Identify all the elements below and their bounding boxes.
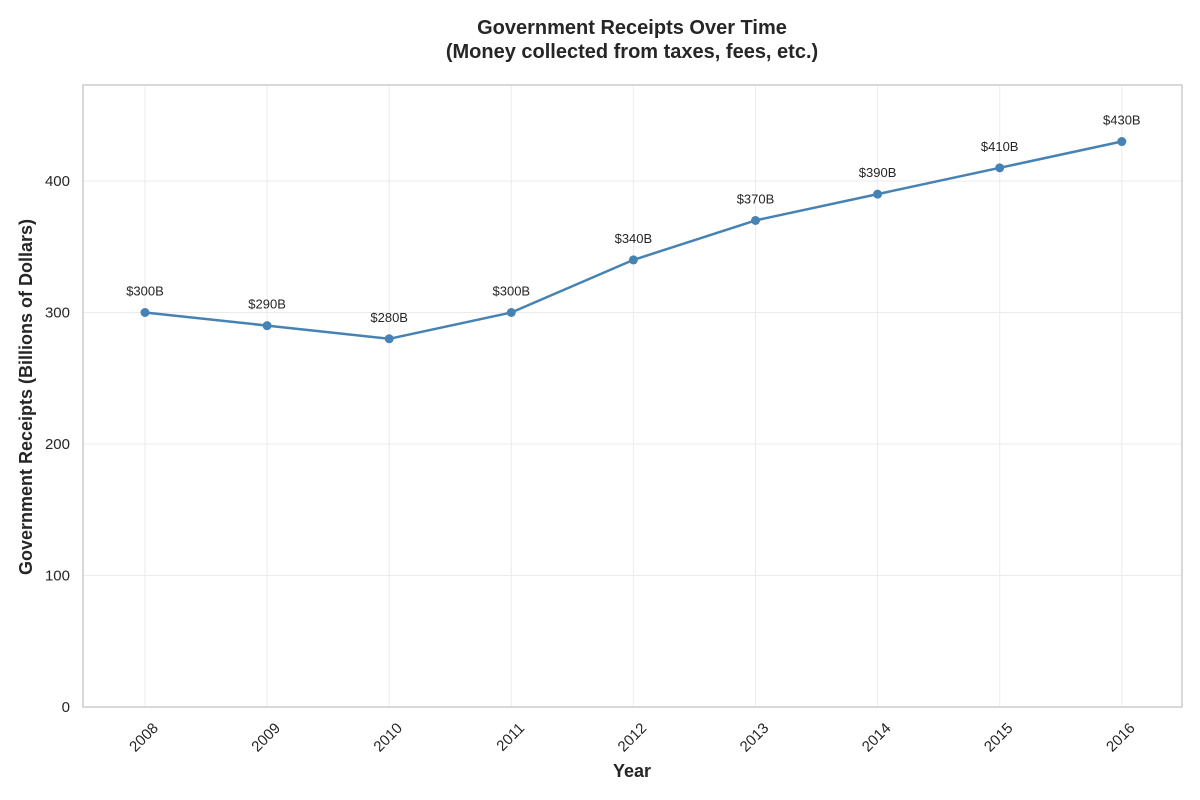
x-tick-label: 2008 bbox=[126, 720, 162, 756]
data-label: $410B bbox=[981, 139, 1019, 154]
chart-subtitle: (Money collected from taxes, fees, etc.) bbox=[446, 41, 818, 63]
x-axis-ticks: 2008 2009 2010 2011 2012 2013 2014 2015 2016 bbox=[126, 720, 1138, 756]
data-label: $340B bbox=[615, 231, 653, 246]
data-point bbox=[995, 163, 1005, 173]
grid-lines bbox=[83, 85, 1182, 707]
data-points bbox=[140, 137, 1127, 344]
y-tick-label: 200 bbox=[45, 436, 70, 453]
data-label: $300B bbox=[493, 283, 531, 298]
x-axis-label: Year bbox=[613, 761, 651, 781]
data-point bbox=[1117, 137, 1127, 147]
x-tick-label: 2011 bbox=[493, 720, 528, 755]
data-label: $390B bbox=[859, 165, 897, 180]
data-point bbox=[140, 307, 150, 317]
x-tick-label: 2015 bbox=[981, 720, 1017, 756]
plot-frame bbox=[82, 84, 1183, 708]
x-tick-label: 2016 bbox=[1103, 720, 1139, 756]
y-tick-label: 300 bbox=[45, 304, 70, 321]
data-point bbox=[384, 334, 394, 344]
data-point bbox=[628, 255, 638, 265]
y-axis-ticks: 0 100 200 300 400 bbox=[45, 173, 70, 716]
data-label: $430B bbox=[1103, 113, 1141, 128]
y-tick-label: 100 bbox=[45, 567, 70, 584]
data-label: $290B bbox=[248, 297, 286, 312]
x-tick-label: 2014 bbox=[859, 720, 895, 756]
y-axis-label: Government Receipts (Billions of Dollars… bbox=[16, 219, 36, 575]
x-tick-label: 2010 bbox=[370, 720, 406, 756]
data-label: $300B bbox=[126, 283, 164, 298]
y-tick-label: 0 bbox=[62, 699, 70, 716]
data-label: $280B bbox=[370, 310, 408, 325]
x-tick-label: 2012 bbox=[615, 720, 651, 756]
x-tick-label: 2009 bbox=[248, 720, 284, 756]
chart-title: Government Receipts Over Time bbox=[477, 17, 787, 39]
x-tick-label: 2013 bbox=[737, 720, 773, 756]
data-point bbox=[751, 215, 760, 225]
data-labels: $300B $290B $280B $300B $340B $370B $390B $410B… bbox=[126, 113, 1140, 325]
data-point bbox=[262, 321, 272, 331]
data-point bbox=[506, 307, 516, 317]
data-label: $370B bbox=[737, 191, 775, 206]
data-point bbox=[873, 189, 883, 199]
y-tick-label: 400 bbox=[45, 173, 70, 190]
